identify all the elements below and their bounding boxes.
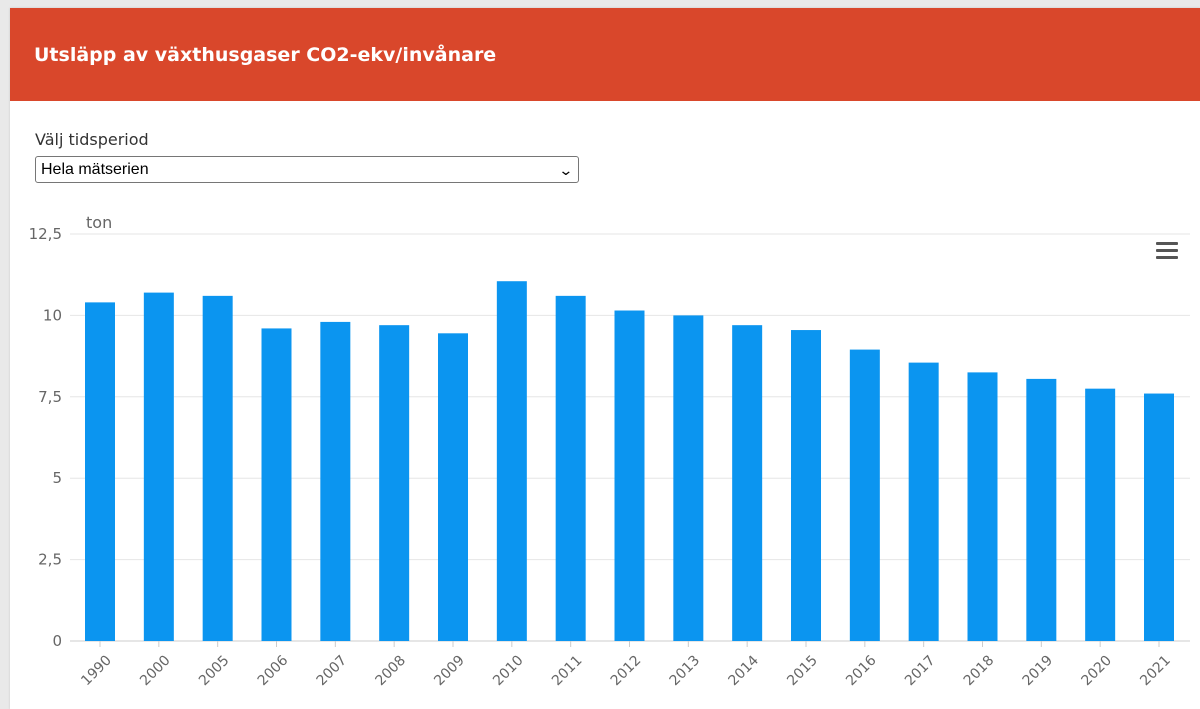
x-tick-label: 1990 [78, 653, 115, 690]
x-tick-label: 2012 [608, 653, 645, 690]
period-label: Välj tidsperiod [35, 130, 149, 149]
x-tick-label: 2010 [490, 653, 527, 690]
x-tick-label: 2020 [1078, 653, 1115, 690]
x-tick-label: 2011 [549, 653, 586, 690]
bar-2000[interactable] [143, 292, 174, 641]
period-select[interactable]: Hela mätserien ⌄ [35, 156, 579, 183]
bar-2009[interactable] [438, 333, 468, 641]
bar-2016[interactable] [849, 349, 880, 641]
x-tick-label: 2016 [843, 652, 880, 689]
page-title: Utsläpp av växthusgaser CO2-ekv/invånare [34, 44, 497, 66]
y-tick-label: 0 [52, 632, 62, 650]
bar-2014[interactable] [732, 325, 763, 641]
header-bar: Utsläpp av växthusgaser CO2-ekv/invånare [10, 8, 1200, 101]
bar-2020[interactable] [1085, 388, 1116, 641]
x-tick-label: 2000 [137, 653, 174, 690]
x-tick-label: 2018 [961, 653, 998, 690]
bar-2005[interactable] [202, 295, 233, 641]
bar-2021[interactable] [1144, 393, 1174, 641]
bar-2019[interactable] [1026, 378, 1057, 641]
x-tick-label: 2015 [784, 653, 821, 690]
bar-2007[interactable] [320, 321, 351, 641]
y-tick-label: 5 [52, 469, 62, 487]
x-tick-label: 2014 [725, 652, 762, 689]
bar-2010[interactable] [496, 281, 527, 641]
y-tick-label: 7,5 [38, 388, 62, 406]
x-tick-label: 2007 [314, 653, 351, 690]
y-tick-label: 12,5 [29, 225, 62, 243]
bar-2012[interactable] [614, 310, 645, 641]
bar-1990[interactable] [85, 302, 115, 641]
x-tick-label: 2013 [667, 653, 704, 690]
x-tick-label: 2008 [372, 653, 409, 690]
bar-2006[interactable] [261, 328, 292, 641]
y-tick-label: 2,5 [38, 551, 62, 569]
bar-2015[interactable] [791, 330, 821, 641]
x-tick-label: 2009 [431, 653, 468, 690]
bar-2013[interactable] [673, 315, 704, 641]
x-tick-label: 2021 [1137, 653, 1174, 690]
x-tick-label: 2006 [255, 652, 292, 689]
x-tick-label: 2019 [1020, 653, 1057, 690]
period-select-value: Hela mätserien [41, 161, 149, 178]
bar-2008[interactable] [379, 325, 410, 641]
y-axis-unit-label: ton [86, 213, 112, 232]
x-tick-label: 2017 [902, 653, 939, 690]
bar-2011[interactable] [555, 295, 586, 641]
y-tick-label: 10 [43, 306, 62, 324]
bar-2017[interactable] [908, 362, 939, 641]
hamburger-menu-icon[interactable] [1156, 242, 1180, 264]
bar-2018[interactable] [967, 372, 998, 641]
x-tick-label: 2005 [196, 653, 233, 690]
chevron-down-icon: ⌄ [558, 162, 574, 178]
